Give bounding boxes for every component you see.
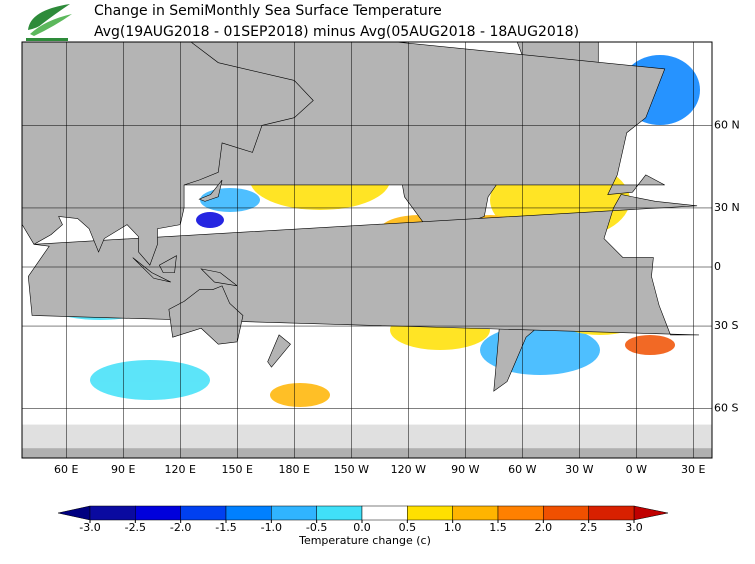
landmass bbox=[132, 257, 171, 283]
colorbar: -3.0 -2.5 -2.0 -1.5 -1.0 -0.5 0.0 0.5 1.0 1.5 2.0 2… bbox=[57, 505, 669, 534]
colorbar-tick-label: -1.5 bbox=[215, 521, 236, 534]
colorbar-tick-label: 2.0 bbox=[535, 521, 553, 534]
colorbar-segment bbox=[588, 505, 635, 521]
colorbar-tick-label: 1.0 bbox=[444, 521, 462, 534]
colorbar-tick-label: 3.0 bbox=[625, 521, 643, 534]
lat-label: 0 bbox=[714, 260, 721, 273]
graticule bbox=[22, 42, 712, 458]
lon-label: 0 W bbox=[626, 463, 647, 476]
colorbar-tick-label: -0.5 bbox=[306, 521, 327, 534]
colorbar-segment bbox=[180, 505, 227, 521]
lon-label: 60 E bbox=[54, 463, 78, 476]
colorbar-tick-label: 1.5 bbox=[489, 521, 507, 534]
logo bbox=[26, 4, 72, 41]
landmass bbox=[22, 42, 314, 266]
colorbar-tick-label: 0.5 bbox=[399, 521, 417, 534]
colorbar-segment bbox=[316, 505, 363, 521]
subtitle: Avg(19AUG2018 - 01SEP2018) minus Avg(05A… bbox=[94, 24, 579, 40]
colorbar-high bbox=[633, 505, 669, 521]
colorbar-segment bbox=[89, 505, 136, 521]
colorbar-segment bbox=[497, 505, 544, 521]
lon-label: 90 W bbox=[451, 463, 479, 476]
lon-label: 180 E bbox=[279, 463, 310, 476]
colorbar-tick-label: -3.0 bbox=[79, 521, 100, 534]
lon-label: 30 W bbox=[565, 463, 593, 476]
colorbar-tick-label: -1.0 bbox=[261, 521, 282, 534]
lon-label: 90 E bbox=[111, 463, 135, 476]
colorbar-segment bbox=[407, 505, 453, 521]
lat-label: 60 S bbox=[714, 402, 738, 415]
landmass bbox=[168, 285, 244, 345]
landmass bbox=[158, 255, 177, 273]
lon-label: 150 W bbox=[334, 463, 369, 476]
map bbox=[22, 42, 712, 458]
colorbar-tick-label: -2.0 bbox=[170, 521, 191, 534]
colorbar-segment bbox=[361, 505, 408, 521]
lat-label: 30 N bbox=[714, 201, 740, 214]
colorbar-tick-label: 2.5 bbox=[580, 521, 598, 534]
landmass bbox=[267, 334, 291, 368]
colorbar-segment bbox=[543, 505, 589, 521]
colorbar-segment bbox=[225, 505, 272, 521]
colorbar-tick-label: -2.5 bbox=[125, 521, 146, 534]
colorbar-segment bbox=[271, 505, 317, 521]
lon-label: 30 E bbox=[681, 463, 705, 476]
title: Change in SemiMonthly Sea Surface Temper… bbox=[94, 3, 442, 19]
landmass bbox=[198, 179, 223, 202]
antarctica bbox=[22, 448, 712, 458]
lon-label: 120 E bbox=[165, 463, 196, 476]
colorbar-low bbox=[57, 505, 91, 521]
colorbar-label: Temperature change (c) bbox=[298, 534, 431, 547]
colorbar-segment bbox=[452, 505, 499, 521]
colorbar-tick-label: 0.0 bbox=[353, 521, 371, 534]
land bbox=[22, 42, 712, 458]
lat-label: 30 S bbox=[714, 319, 738, 332]
map-frame bbox=[21, 41, 713, 459]
lon-label: 150 E bbox=[222, 463, 253, 476]
lat-label: 60 N bbox=[714, 118, 740, 131]
lon-label: 120 W bbox=[391, 463, 426, 476]
lon-label: 60 W bbox=[508, 463, 536, 476]
colorbar-segment bbox=[135, 505, 181, 521]
